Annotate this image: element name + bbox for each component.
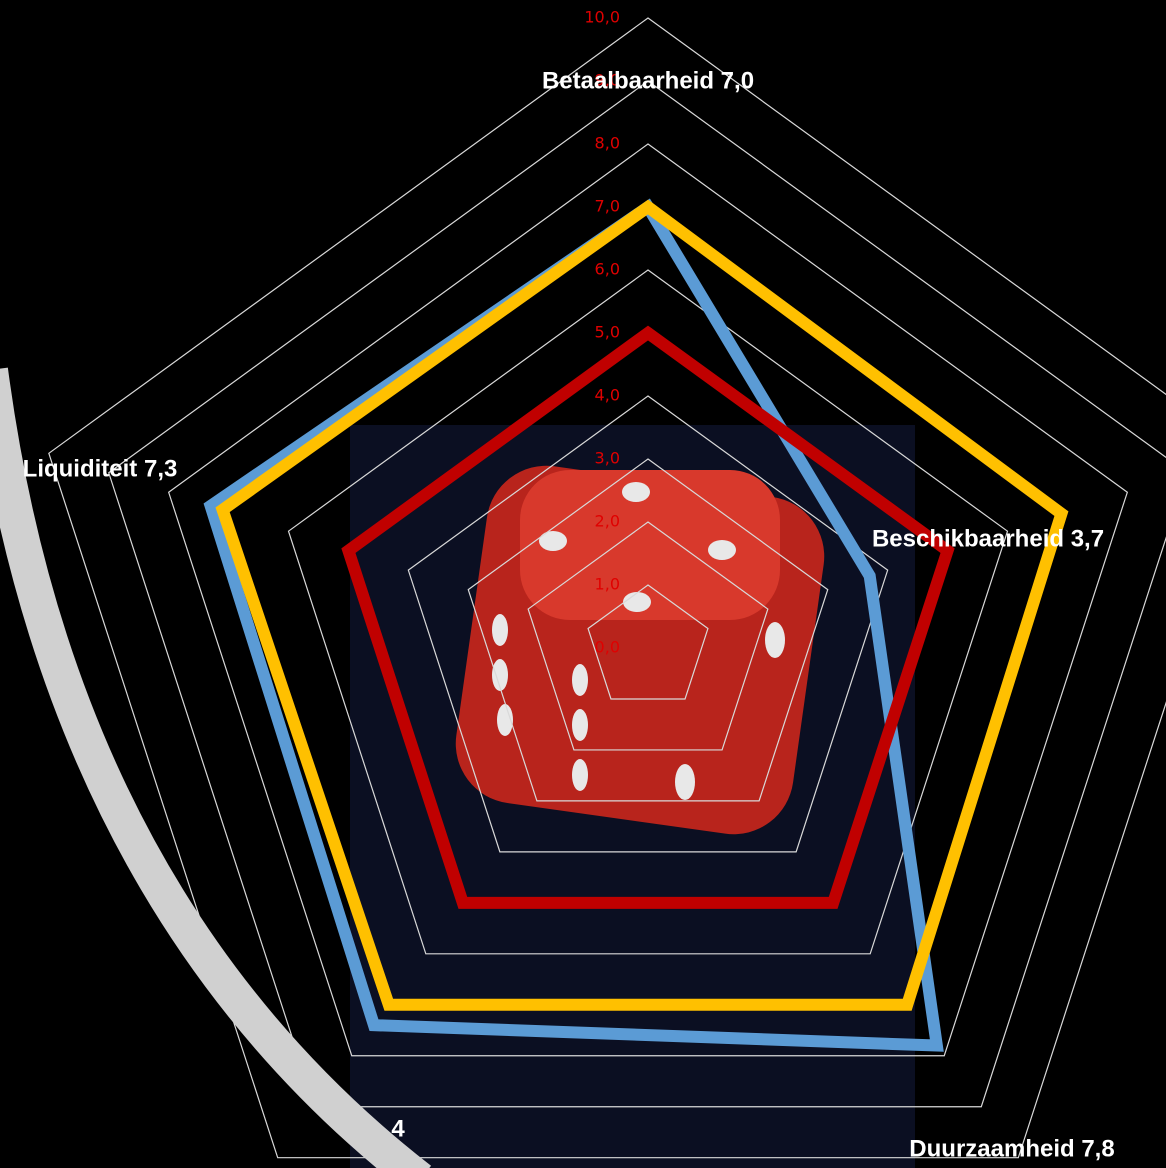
axis-label: Liquiditeit 7,3 (23, 455, 178, 482)
background-photo (350, 425, 915, 1168)
series-outline (215, 199, 1069, 1011)
ring-label: 5,0 (595, 323, 620, 342)
ring-label: 0,0 (595, 638, 620, 657)
axis-label: 4 (391, 1115, 405, 1142)
ring-label: 2,0 (595, 512, 620, 531)
ring-label: 6,0 (595, 260, 620, 279)
grid-ring (287, 269, 1009, 955)
axis-label: Beschikbaarheid 3,7 (872, 525, 1104, 552)
ring-label: 8,0 (595, 134, 620, 153)
grid-ring (167, 143, 1129, 1057)
ring-label: 10,0 (584, 8, 620, 27)
grid-ring (108, 80, 1166, 1108)
axis-label: Duurzaamheid 7,8 (909, 1135, 1114, 1162)
grid-ring (587, 584, 709, 700)
ring-label: 7,0 (595, 197, 620, 216)
grid-ring (48, 17, 1166, 1159)
grid-ring (527, 521, 769, 751)
axis-label: Betaalbaarheid 7,0 (542, 67, 754, 94)
series-outline (341, 325, 955, 909)
ring-label: 4,0 (595, 386, 620, 405)
series-layer (203, 198, 1069, 1052)
ring-label: 9,0 (595, 71, 620, 90)
decorative-arc (0, 367, 432, 1168)
grid-ring (467, 458, 829, 802)
series-outline (203, 198, 944, 1052)
ring-label: 1,0 (595, 575, 620, 594)
ring-label: 3,0 (595, 449, 620, 468)
labels: 0,0 1,0 2,0 3,0 4,0 5,0 6,0 7,0 8,0 9,0 10,0 Betaal… (23, 8, 1115, 1163)
